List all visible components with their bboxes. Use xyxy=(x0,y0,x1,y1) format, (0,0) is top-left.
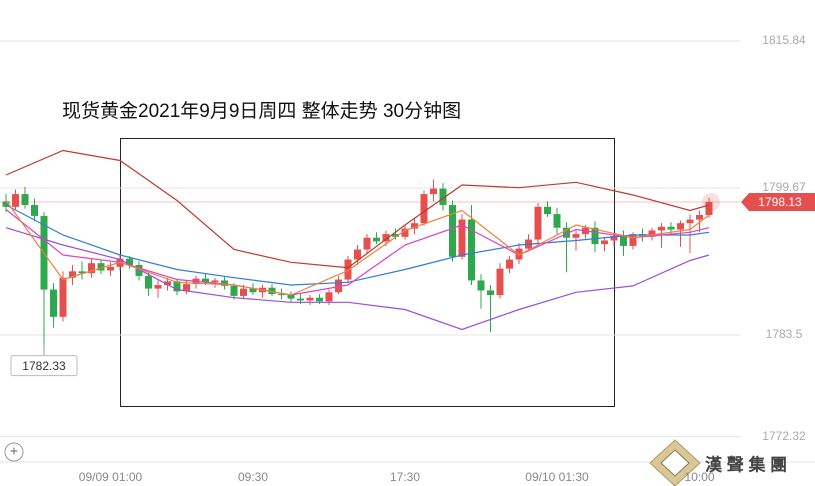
candle-body xyxy=(335,279,342,293)
y-tick-label: 1815.84 xyxy=(762,33,806,47)
candle-body xyxy=(411,223,418,229)
y-tick-label: 1799.67 xyxy=(762,180,806,194)
candle-body xyxy=(401,228,409,237)
candle-body xyxy=(249,288,257,293)
candle-body xyxy=(553,214,561,228)
zoom-icon[interactable]: + xyxy=(10,443,18,459)
candle-body xyxy=(2,201,10,207)
candle-body xyxy=(667,226,675,230)
chart-title: 现货黄金2021年9月9日周四 整体走势 30分钟图 xyxy=(62,100,461,122)
moving-average-line xyxy=(5,227,710,331)
candle-body xyxy=(31,205,38,216)
x-tick-label: 09/09 01:00 xyxy=(79,470,143,484)
y-tick-label: 1772.32 xyxy=(762,429,806,443)
candle-body xyxy=(230,285,238,296)
candle-body xyxy=(88,263,95,274)
candle-body xyxy=(240,288,247,296)
candle-body xyxy=(59,277,67,317)
candle-body xyxy=(221,280,228,286)
candle-body xyxy=(135,265,143,276)
candle-body xyxy=(439,188,447,205)
last-price-tag xyxy=(741,193,815,211)
candle-body xyxy=(477,280,485,291)
candle-body xyxy=(325,292,333,302)
candle-body xyxy=(563,227,570,238)
candle-body xyxy=(21,194,29,205)
last-price-label: 1798.13 xyxy=(758,195,802,209)
moving-average-line xyxy=(5,149,710,269)
candle-body xyxy=(173,281,181,292)
candle-body xyxy=(677,223,684,230)
candle-body xyxy=(306,297,314,301)
candle-body xyxy=(506,259,513,269)
candle-body xyxy=(354,249,361,260)
candle-body xyxy=(591,227,599,245)
candle-body xyxy=(202,278,209,283)
candle-body xyxy=(126,258,133,265)
candle-body xyxy=(696,215,703,220)
candle-body xyxy=(449,205,456,257)
candle-body xyxy=(648,230,656,237)
candle-body xyxy=(534,206,542,240)
candle-body xyxy=(316,297,323,302)
candle-body xyxy=(420,194,428,224)
candle-body xyxy=(601,240,608,245)
candle-body xyxy=(97,263,105,271)
candle-body xyxy=(430,188,437,195)
candle-body xyxy=(496,268,504,295)
candle-body xyxy=(12,194,19,207)
candle-body xyxy=(164,281,171,285)
candle-body xyxy=(610,235,618,241)
candle-body xyxy=(629,234,637,246)
highlight-box xyxy=(120,138,615,407)
candle-body xyxy=(278,294,285,296)
candle-body xyxy=(572,234,580,238)
candle-body xyxy=(392,234,399,237)
logo-inner xyxy=(660,449,690,477)
last-price-glow xyxy=(702,193,720,211)
candle-body xyxy=(344,259,352,280)
candle-body xyxy=(515,248,523,260)
watermark: 漢 聲 集 團 xyxy=(705,454,787,474)
candle-body xyxy=(705,202,713,215)
candle-body xyxy=(211,280,219,283)
candle-body xyxy=(78,271,86,274)
candle-body xyxy=(145,275,152,289)
candle-body xyxy=(50,289,57,317)
candle-body xyxy=(287,295,295,299)
candle-body xyxy=(468,219,475,281)
candle-body xyxy=(382,234,390,242)
min-label-box xyxy=(10,355,78,377)
candle-body xyxy=(686,219,694,224)
x-tick-label: 09/10 01:30 xyxy=(525,470,589,484)
candle-body xyxy=(154,285,162,289)
candle-body xyxy=(183,284,190,292)
candle-body xyxy=(487,290,494,295)
x-tick-label: 09:30 xyxy=(238,470,268,484)
min-label: 1782.33 xyxy=(22,359,66,373)
x-tick-label: 10:00 xyxy=(684,470,714,484)
logo: 漢 聲 集 團 xyxy=(649,439,787,486)
candle-body xyxy=(658,226,665,231)
candle-body xyxy=(268,287,276,295)
candle-body xyxy=(297,298,304,301)
candle-body xyxy=(620,235,627,246)
candle-body xyxy=(544,206,551,215)
plot: 1798.13 1782.33 xyxy=(0,40,815,438)
y-tick-label: 1783.5 xyxy=(766,327,803,341)
candle-body xyxy=(458,219,466,257)
candle-body xyxy=(69,271,76,278)
candle-body xyxy=(363,237,371,250)
moving-average-line xyxy=(5,200,710,296)
x-tick-label: 17:30 xyxy=(390,470,420,484)
candle-body xyxy=(373,237,380,242)
zoom-button[interactable] xyxy=(4,442,24,462)
candle-body xyxy=(107,266,114,271)
